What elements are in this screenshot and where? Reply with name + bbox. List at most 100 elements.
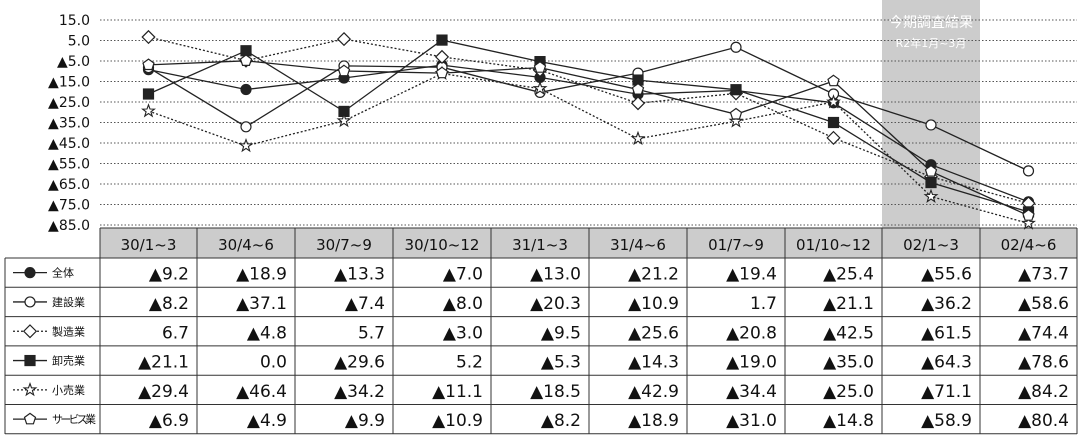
- series-6-marker: [1022, 209, 1035, 221]
- table-cell-value: ▲34.2: [334, 382, 385, 402]
- table-cell-value: 5.7: [358, 323, 385, 343]
- table-cell-value: ▲18.9: [236, 265, 287, 285]
- table-cell-value: ▲10.9: [628, 294, 679, 314]
- series-6-marker: [239, 54, 253, 67]
- table-cell-value: ▲20.3: [530, 294, 581, 314]
- table-cell-value: ▲13.0: [530, 265, 581, 285]
- highlight-sublabel: R2年1月~3月: [896, 36, 967, 50]
- series-6-marker: [631, 82, 645, 95]
- category-label: 30/4~6: [218, 236, 274, 254]
- category-label: 31/4~6: [610, 236, 666, 254]
- legend-series-name: 卸売業: [52, 354, 85, 368]
- series-5-marker: [923, 188, 939, 203]
- series-6-marker: [23, 412, 37, 425]
- table-cell-value: ▲25.4: [823, 265, 874, 285]
- series-6-marker: [827, 74, 840, 87]
- series-4-marker: [925, 176, 937, 189]
- category-label: 02/1~3: [903, 236, 959, 254]
- series-5-marker: [630, 130, 646, 146]
- series-2-marker: [925, 119, 937, 131]
- table-cell-value: ▲11.1: [432, 382, 483, 402]
- series-4-marker: [436, 34, 448, 46]
- series-6-marker: [142, 58, 155, 71]
- category-label: 02/4~6: [1001, 236, 1057, 254]
- series-4-line: [148, 39, 1029, 213]
- category-label: 30/1~3: [121, 236, 177, 254]
- highlight-label: 今期調査結果: [889, 15, 973, 31]
- table-cell-value: ▲14.8: [823, 411, 874, 431]
- series-5-marker: [22, 381, 38, 397]
- table-cell-value: ▲18.9: [628, 411, 679, 431]
- series-3-marker: [141, 29, 156, 45]
- series-5-marker: [336, 112, 352, 128]
- series-6-marker: [337, 64, 351, 77]
- series-5-marker: [1021, 215, 1036, 230]
- table-cell-value: ▲9.5: [541, 323, 581, 343]
- table-cell-value: ▲8.0: [443, 294, 483, 314]
- series-6-line: [148, 60, 1029, 217]
- series-4-marker: [827, 116, 840, 129]
- table-cell-value: ▲8.2: [541, 411, 581, 431]
- series-2-marker: [240, 121, 252, 133]
- table-cell-value: ▲64.3: [921, 353, 972, 373]
- series-4-marker: [142, 88, 155, 100]
- legend-series-name: 全体: [52, 266, 74, 280]
- table-cell-value: ▲9.9: [345, 411, 385, 431]
- category-label: 30/7~9: [316, 236, 372, 254]
- y-tick-label: 15.0: [59, 13, 90, 29]
- category-label: 30/10~12: [405, 236, 480, 254]
- table-cell-value: ▲42.5: [823, 323, 874, 343]
- table-cell-value: ▲29.4: [138, 382, 189, 402]
- table-cell-value: ▲55.6: [921, 265, 972, 285]
- legend-series-name: 製造業: [52, 324, 85, 338]
- table-cell-value: ▲19.4: [726, 265, 777, 285]
- table-cell-value: ▲46.4: [236, 382, 287, 402]
- table-cell-value: ▲58.9: [921, 411, 972, 431]
- table-cell-value: ▲35.0: [823, 353, 874, 373]
- table-cell-value: ▲42.9: [628, 382, 679, 402]
- series-3-marker: [826, 130, 841, 145]
- y-tick-label: ▲25.0: [48, 95, 90, 111]
- series-5-marker: [826, 94, 841, 109]
- table-cell-value: ▲58.6: [1018, 294, 1069, 314]
- y-tick-label: ▲35.0: [48, 116, 90, 132]
- category-label: 31/1~3: [512, 236, 568, 254]
- table-cell-value: ▲4.8: [247, 323, 287, 343]
- series-2-line: [148, 46, 1029, 172]
- table-cell-value: ▲20.8: [726, 323, 777, 343]
- table-cell-value: ▲78.6: [1018, 353, 1069, 373]
- table-cell-value: ▲4.9: [247, 411, 287, 431]
- series-5-marker: [238, 137, 254, 153]
- series-1-marker: [240, 83, 252, 96]
- y-tick-label: ▲45.0: [48, 136, 90, 152]
- table-cell-value: ▲6.9: [149, 411, 189, 431]
- table-cell-value: ▲5.3: [541, 353, 581, 373]
- series-3-marker: [336, 31, 352, 47]
- legend-series-name: 小売業: [52, 384, 85, 397]
- y-tick-label: 5.0: [68, 34, 90, 50]
- table-cell-value: ▲80.4: [1018, 411, 1069, 431]
- table-cell-value: ▲36.2: [921, 294, 972, 314]
- table-cell-value: ▲34.4: [726, 382, 777, 402]
- series-6-marker: [729, 107, 743, 120]
- series-3-line: [148, 36, 1029, 204]
- series-6-marker: [924, 164, 938, 177]
- table-cell-value: ▲73.7: [1018, 265, 1069, 285]
- table-cell-value: ▲3.0: [443, 323, 483, 343]
- table-cell-value: ▲7.0: [443, 265, 483, 285]
- table-cell-value: ▲29.6: [334, 353, 385, 373]
- table-cell-value: ▲9.2: [149, 265, 189, 285]
- table-cell-value: ▲14.3: [628, 353, 679, 373]
- series-3-marker: [630, 96, 646, 111]
- table-cell-value: 5.2: [456, 353, 483, 373]
- table-cell-value: ▲37.1: [236, 294, 287, 314]
- table-cell-value: ▲25.6: [628, 323, 679, 343]
- table-cell-value: 1.7: [750, 294, 777, 314]
- series-5-marker: [532, 80, 548, 96]
- series-4-marker: [730, 84, 742, 96]
- series-6-marker: [435, 66, 449, 79]
- table-cell-value: ▲21.1: [138, 353, 189, 373]
- series-2-marker: [24, 296, 36, 308]
